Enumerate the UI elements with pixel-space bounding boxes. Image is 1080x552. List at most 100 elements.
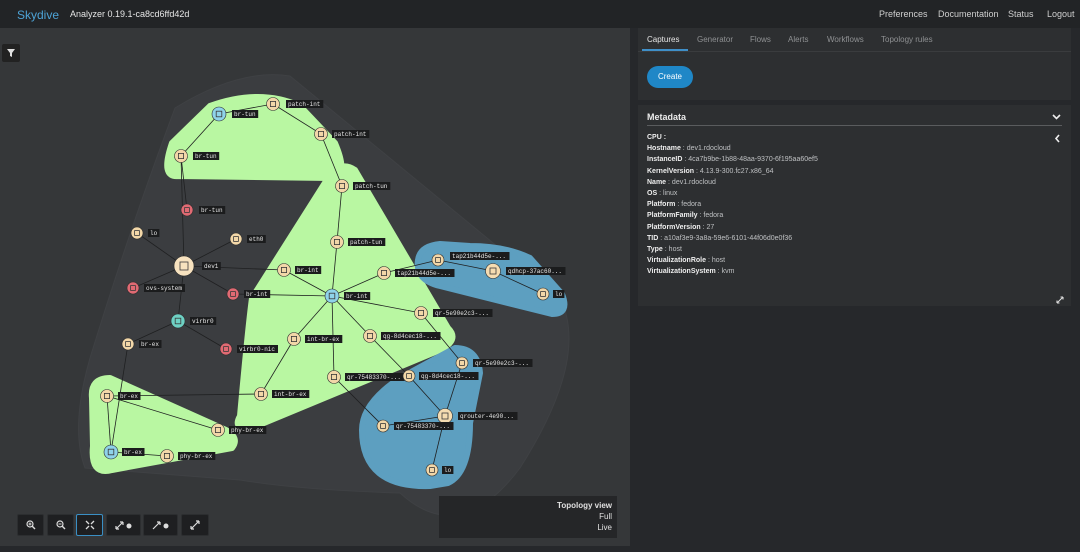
fullscreen-button[interactable] [181, 514, 209, 536]
graph-node[interactable]: br-ex [100, 389, 141, 403]
graph-node[interactable]: int-br-ex [254, 387, 310, 401]
node-circle[interactable] [277, 263, 291, 277]
node-circle[interactable] [377, 266, 391, 280]
node-circle[interactable] [226, 287, 240, 301]
collapse-all-button[interactable] [143, 514, 178, 536]
graph-node[interactable]: qr-75483370-... [376, 419, 454, 433]
expand-all-button[interactable] [106, 514, 141, 536]
graph-node[interactable]: qr-5e90e2c3-... [455, 356, 533, 370]
graph-edge [331, 272, 385, 297]
node-circle[interactable] [229, 232, 243, 246]
node-circle[interactable] [314, 127, 328, 141]
node-circle[interactable] [180, 203, 194, 217]
node-circle[interactable] [536, 287, 550, 301]
graph-node[interactable]: qg-8d4cec18-... [363, 329, 441, 343]
node-circle[interactable] [485, 263, 501, 279]
nav-status[interactable]: Status [1008, 9, 1034, 19]
node-circle[interactable] [219, 342, 233, 356]
chevron-down-icon[interactable] [1052, 112, 1061, 123]
graph-node[interactable]: br-int [277, 263, 322, 277]
node-circle[interactable] [170, 313, 186, 329]
node-circle[interactable] [211, 106, 227, 122]
graph-node[interactable]: qr-5e90e2c3-... [414, 306, 493, 320]
node-circle[interactable] [266, 97, 280, 111]
graph-node[interactable]: int-br-ex [287, 332, 343, 346]
node-circle[interactable] [437, 408, 453, 424]
zoom-fit-button[interactable] [76, 514, 103, 536]
node-circle[interactable] [211, 423, 225, 437]
node-circle[interactable] [324, 288, 340, 304]
graph-node[interactable]: qr-75483370-... [327, 370, 405, 384]
node-circle[interactable] [431, 253, 445, 267]
node-circle[interactable] [126, 281, 140, 295]
graph-node[interactable]: br-int [324, 288, 371, 304]
filter-button[interactable] [2, 44, 20, 62]
node-circle[interactable] [425, 463, 439, 477]
graph-node[interactable]: virbr0 [170, 313, 217, 329]
zoom-in-button[interactable] [17, 514, 44, 536]
graph-node[interactable]: lo [130, 226, 160, 240]
graph-node[interactable]: br-ex [121, 337, 162, 351]
tab-generator[interactable]: Generator [697, 35, 734, 44]
node-circle[interactable] [100, 389, 114, 403]
node-label-bg [458, 412, 518, 420]
graph-node[interactable]: ovs-system [126, 281, 185, 295]
node-circle[interactable] [174, 149, 188, 163]
tab-topology-rules[interactable]: Topology rules [881, 35, 933, 44]
nav-documentation[interactable]: Documentation [938, 9, 999, 19]
chevron-left-icon[interactable] [1054, 134, 1061, 145]
metadata-key: TID [647, 234, 659, 242]
create-capture-button[interactable]: Create [647, 66, 693, 88]
graph-node[interactable]: patch-tun [330, 235, 386, 249]
node-circle[interactable] [455, 356, 469, 370]
tab-flows[interactable]: Flows [750, 35, 771, 44]
graph-node[interactable]: lo [536, 287, 565, 301]
node-circle[interactable] [376, 419, 390, 433]
node-circle[interactable] [160, 449, 174, 463]
graph-node[interactable]: phy-br-ex [211, 423, 267, 437]
group-qrouter-group[interactable] [359, 345, 483, 490]
nav-logout[interactable]: Logout [1047, 9, 1075, 19]
graph-node[interactable]: patch-int [266, 97, 324, 111]
zoom-out-button[interactable] [47, 514, 74, 536]
node-circle[interactable] [330, 235, 344, 249]
graph-node[interactable]: eth0 [229, 232, 266, 246]
node-circle[interactable] [254, 387, 268, 401]
tab-alerts[interactable]: Alerts [788, 35, 809, 44]
graph-node[interactable]: virbr0-nic [219, 342, 278, 356]
graph-node[interactable]: patch-tun [335, 179, 391, 193]
node-circle[interactable] [363, 329, 377, 343]
nav-preferences[interactable]: Preferences [879, 9, 928, 19]
graph-node[interactable]: tap21b44d5e-... [377, 266, 455, 280]
graph-node[interactable]: lo [425, 463, 454, 477]
node-circle[interactable] [287, 332, 301, 346]
brand-logo[interactable]: Skydive [17, 8, 60, 22]
fullscreen-icon [190, 520, 200, 530]
node-label: br-int [346, 293, 368, 300]
graph-node[interactable]: br-ex [103, 444, 145, 460]
expand-arrows-icon[interactable] [1056, 291, 1064, 309]
graph-node[interactable]: br-tun [174, 149, 220, 163]
node-circle[interactable] [130, 226, 144, 240]
graph-node[interactable]: tap21b44d5e-... [431, 252, 510, 267]
node-circle[interactable] [335, 179, 349, 193]
node-circle[interactable] [121, 337, 135, 351]
topology-graph[interactable]: br-tun patch-int patch-int br-tun br-tun lo et… [0, 28, 630, 546]
node-circle[interactable] [414, 306, 428, 320]
group-qdhcp-group[interactable] [414, 241, 568, 317]
tab-captures[interactable]: Captures [647, 35, 680, 44]
graph-node[interactable]: br-tun [211, 106, 259, 122]
graph-node[interactable]: br-tun [180, 203, 226, 217]
graph-node[interactable]: qdhcp-37ac60... [485, 263, 566, 279]
node-circle[interactable] [327, 370, 341, 384]
tab-workflows[interactable]: Workflows [827, 35, 864, 44]
node-circle[interactable] [173, 255, 195, 277]
graph-node[interactable]: patch-int [314, 127, 370, 141]
graph-node[interactable]: phy-br-ex [160, 449, 216, 463]
node-circle[interactable] [402, 369, 416, 383]
graph-node[interactable]: qg-8d4cec18-... [402, 369, 479, 383]
graph-node[interactable]: br-int [226, 287, 271, 301]
graph-node[interactable]: dev1 [173, 255, 221, 277]
node-circle[interactable] [103, 444, 119, 460]
group-br-ex-group[interactable] [88, 375, 238, 474]
